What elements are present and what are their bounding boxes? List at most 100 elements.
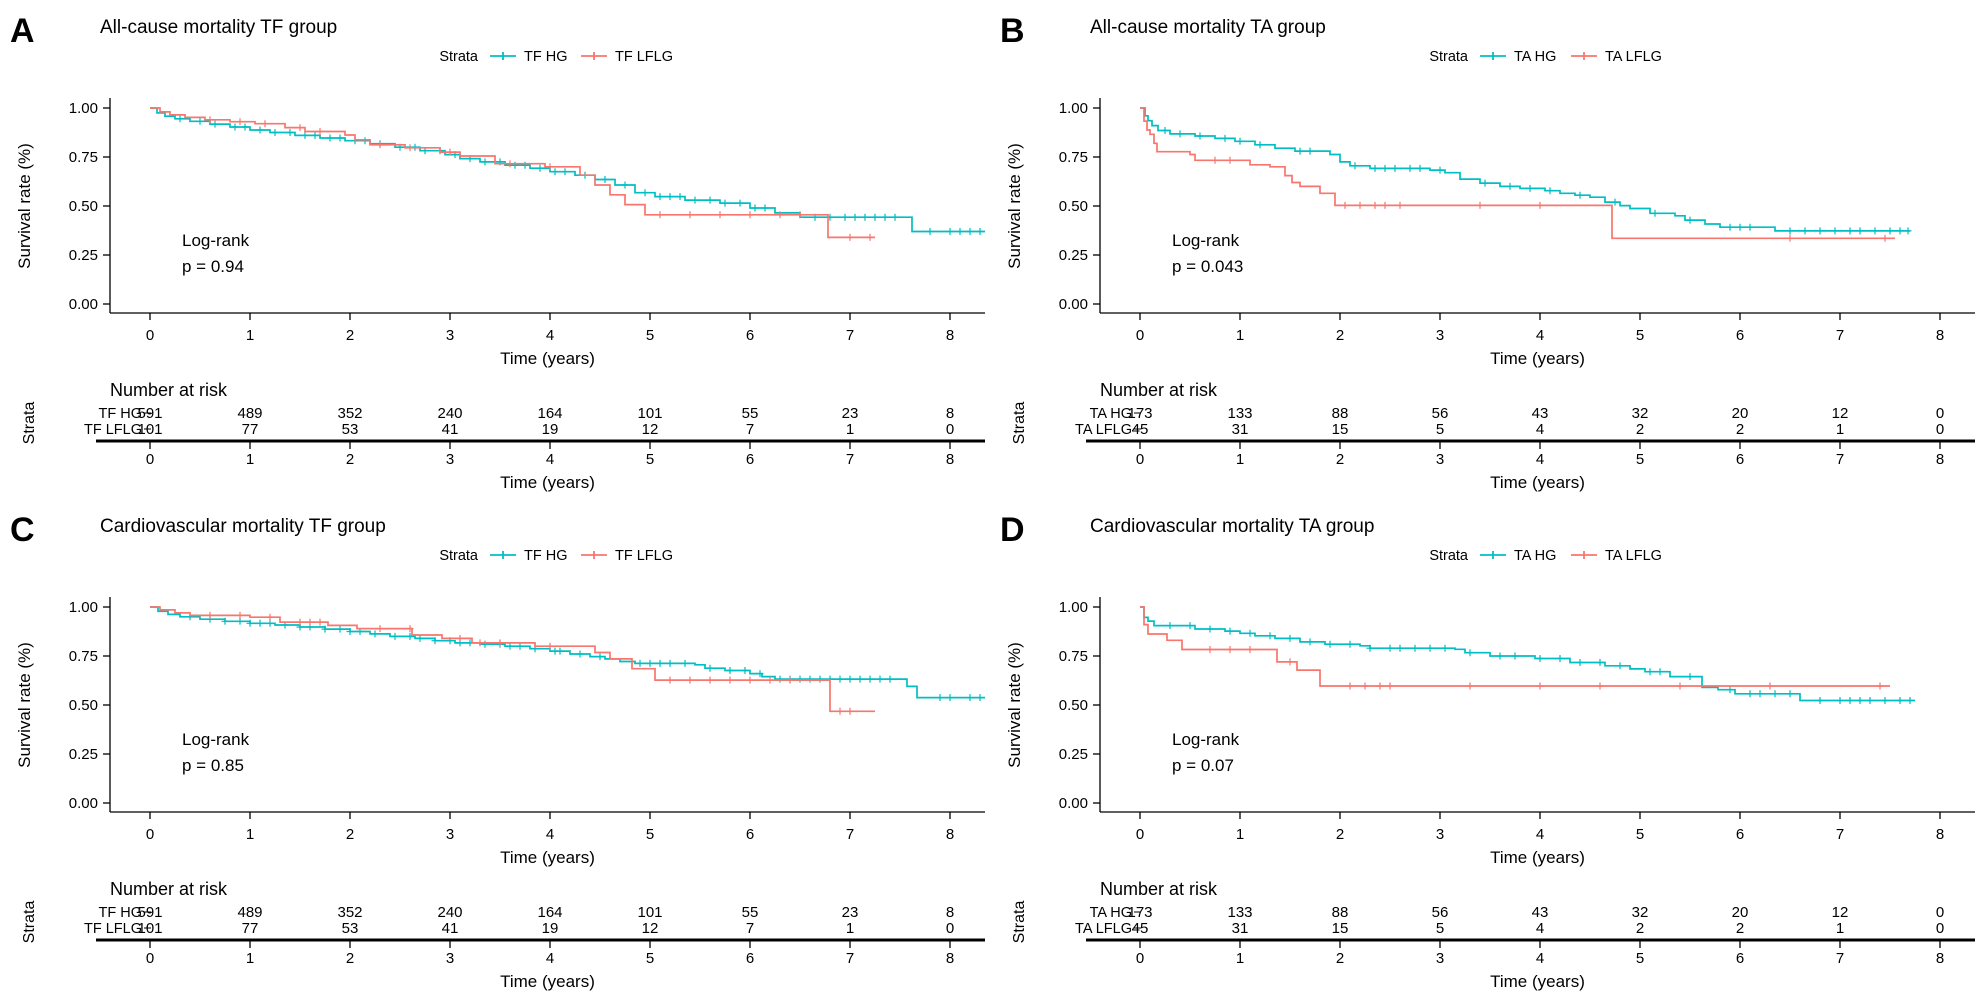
logrank-p-value: p = 0.94 (182, 257, 244, 276)
risk-tick-label: 3 (446, 451, 454, 468)
x-tick-label: 4 (546, 327, 554, 344)
x-tick-label: 0 (1136, 327, 1144, 344)
risk-tick-label: 7 (846, 451, 854, 468)
risk-tick-label: 8 (1936, 950, 1944, 967)
x-tick-label: 8 (1936, 826, 1944, 843)
x-tick-label: 2 (346, 826, 354, 843)
x-tick-label: 7 (1836, 327, 1844, 344)
risk-count: 88 (1332, 405, 1349, 422)
risk-table-title: Number at risk (110, 879, 228, 899)
risk-table-title: Number at risk (110, 380, 228, 400)
logrank-p-value: p = 0.043 (1172, 257, 1243, 276)
km-curve-hg (150, 606, 985, 699)
y-tick-label: 0.25 (69, 746, 98, 763)
panel-c: C Cardiovascular mortality TF group Strata… (0, 499, 990, 997)
risk-tick-label: 6 (746, 950, 754, 967)
risk-count: 4 (1536, 421, 1544, 438)
legend-title: Strata (439, 49, 479, 65)
risk-count: 45 (1132, 421, 1149, 438)
risk-count: 591 (137, 904, 162, 921)
risk-count: 101 (137, 421, 162, 438)
panel-letter: C (10, 511, 35, 549)
risk-tick-label: 1 (1236, 451, 1244, 468)
legend-label: TA HG (1514, 548, 1556, 564)
y-tick-label: 0.75 (69, 648, 98, 665)
risk-count: 31 (1232, 421, 1249, 438)
y-tick-label: 0.50 (69, 697, 98, 714)
risk-count: 2 (1736, 421, 1744, 438)
x-tick-label: 3 (446, 327, 454, 344)
risk-tick-label: 6 (1736, 451, 1744, 468)
risk-table-title: Number at risk (1100, 380, 1218, 400)
x-axis-title: Time (years) (500, 349, 595, 368)
x-tick-label: 2 (1336, 826, 1344, 843)
risk-count: 20 (1732, 405, 1749, 422)
x-tick-label: 1 (246, 826, 254, 843)
y-tick-label: 1.00 (69, 599, 98, 616)
risk-tick-label: 8 (946, 451, 954, 468)
x-tick-label: 5 (646, 327, 654, 344)
risk-count: 15 (1332, 421, 1349, 438)
risk-count: 133 (1227, 904, 1252, 921)
x-tick-label: 3 (1436, 327, 1444, 344)
risk-row-label: TA HG (1090, 905, 1132, 921)
risk-count: 173 (1127, 405, 1152, 422)
risk-count: 489 (237, 904, 262, 921)
risk-count: 31 (1232, 920, 1249, 937)
risk-count: 489 (237, 405, 262, 422)
x-axis-title: Time (years) (1490, 848, 1585, 867)
strata-axis-label: Strata (1011, 901, 1028, 944)
censor-marks-lflg (206, 611, 854, 715)
panel-title: Cardiovascular mortality TA group (1090, 516, 1374, 537)
risk-count: 12 (642, 421, 659, 438)
risk-count: 0 (946, 920, 954, 937)
y-tick-label: 0.75 (1059, 149, 1088, 166)
legend-title: Strata (439, 548, 479, 564)
x-axis-title: Time (years) (1490, 349, 1585, 368)
risk-count: 5 (1436, 920, 1444, 937)
risk-count: 45 (1132, 920, 1149, 937)
y-tick-label: 0.00 (1059, 296, 1088, 313)
strata-axis-label: Strata (21, 901, 38, 944)
x-tick-label: 3 (1436, 826, 1444, 843)
y-tick-label: 0.00 (69, 296, 98, 313)
km-curve-lflg (1140, 606, 1890, 687)
risk-count: 164 (537, 904, 562, 921)
risk-count: 5 (1436, 421, 1444, 438)
risk-count: 23 (842, 904, 859, 921)
risk-tick-label: 2 (1336, 451, 1344, 468)
risk-row-label: TF HG (99, 406, 143, 422)
panel-c-chart: C Cardiovascular mortality TF group Strata… (10, 511, 985, 991)
km-curve-hg (150, 107, 985, 233)
x-tick-label: 4 (1536, 826, 1544, 843)
panel-a: A All-cause mortality TF group Strata TF HG… (0, 0, 990, 498)
x-tick-label: 7 (846, 826, 854, 843)
y-tick-label: 0.00 (69, 795, 98, 812)
y-axis-title: Survival rate (%) (15, 642, 34, 768)
x-tick-label: 8 (946, 826, 954, 843)
panel-letter: A (10, 12, 35, 50)
risk-tick-label: 4 (546, 950, 554, 967)
risk-x-axis-title: Time (years) (1490, 972, 1585, 991)
panel-a-chart: A All-cause mortality TF group Strata TF HG… (10, 12, 985, 492)
risk-count: 12 (1832, 904, 1849, 921)
panel-title: All-cause mortality TA group (1090, 17, 1326, 38)
legend-label: TA LFLG (1605, 548, 1662, 564)
risk-tick-label: 2 (346, 451, 354, 468)
risk-count: 12 (642, 920, 659, 937)
risk-count: 53 (342, 421, 359, 438)
censor-marks-lflg (1206, 646, 1884, 690)
risk-count: 240 (437, 904, 462, 921)
risk-count: 352 (337, 405, 362, 422)
risk-count: 56 (1432, 904, 1449, 921)
risk-count: 0 (1936, 904, 1944, 921)
logrank-p-value: p = 0.85 (182, 756, 244, 775)
y-tick-label: 0.25 (1059, 746, 1088, 763)
risk-tick-label: 0 (1136, 950, 1144, 967)
risk-row-label: TA HG (1090, 406, 1132, 422)
risk-count: 43 (1532, 904, 1549, 921)
strata-axis-label: Strata (1011, 402, 1028, 445)
x-tick-label: 4 (1536, 327, 1544, 344)
x-tick-label: 6 (1736, 327, 1744, 344)
